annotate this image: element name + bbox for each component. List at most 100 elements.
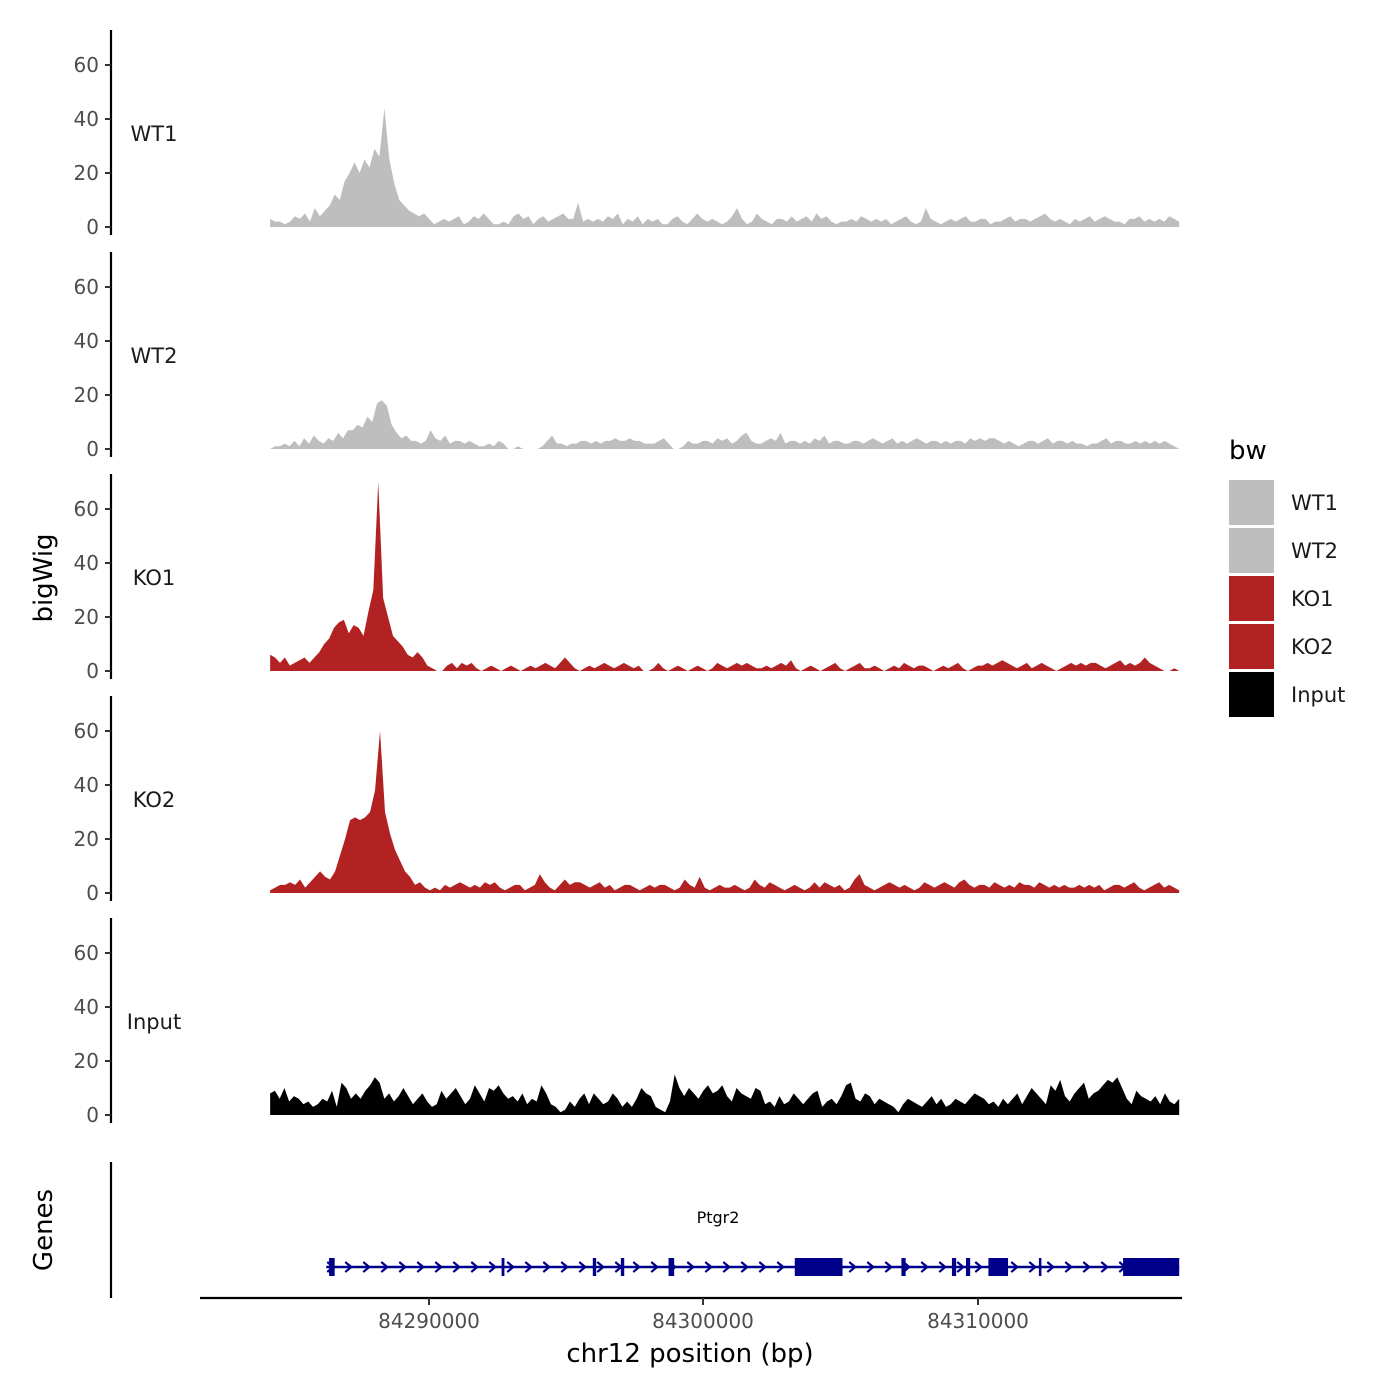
strand-arrow — [434, 1261, 443, 1273]
y-tick-label-input-60: 60 — [74, 941, 99, 965]
exon-8 — [951, 1258, 957, 1276]
legend-label-ko1: KO1 — [1291, 587, 1334, 611]
strand-arrow — [758, 1261, 767, 1273]
strand-arrow — [488, 1261, 497, 1273]
legend-label-ko2: KO2 — [1291, 635, 1334, 659]
legend-key-ko1 — [1229, 576, 1274, 621]
coverage-area-wt1 — [270, 108, 1180, 227]
strand-arrow — [974, 1261, 983, 1273]
exon-1 — [329, 1258, 335, 1276]
exon-11 — [1038, 1258, 1042, 1276]
y-tick-label-ko1-40: 40 — [74, 551, 99, 575]
y-tick-label-wt1-40: 40 — [74, 107, 99, 131]
strand-arrow — [344, 1261, 353, 1273]
strand-arrow — [1010, 1261, 1019, 1273]
strand-arrow — [848, 1261, 857, 1273]
y-tick-label-wt2-0: 0 — [86, 437, 99, 461]
x-tick-label-84300000: 84300000 — [652, 1309, 754, 1333]
exon-12 — [1123, 1258, 1180, 1276]
strand-arrow — [524, 1261, 533, 1273]
exon-4 — [620, 1258, 625, 1276]
y-tick-label-ko1-60: 60 — [74, 497, 99, 521]
y-tick-label-ko2-40: 40 — [74, 773, 99, 797]
coverage-area-ko1 — [270, 482, 1180, 671]
genes-axis-title: Genes — [29, 1189, 59, 1271]
gene-label-ptgr2: Ptgr2 — [697, 1208, 740, 1227]
strand-arrow — [740, 1261, 749, 1273]
track-label-ko1: KO1 — [133, 566, 176, 590]
y-tick-label-ko2-60: 60 — [74, 719, 99, 743]
legend-label-wt2: WT2 — [1291, 539, 1338, 563]
strand-arrow — [920, 1261, 929, 1273]
coverage-area-ko2 — [270, 731, 1180, 893]
legend-items: WT1 WT2 KO1 KO2 Input — [1229, 480, 1345, 717]
track-label-input: Input — [127, 1010, 181, 1034]
track-label-wt1: WT1 — [131, 122, 178, 146]
coverage-area-wt2 — [270, 400, 1180, 449]
strand-arrow — [416, 1261, 425, 1273]
y-tick-label-wt2-60: 60 — [74, 275, 99, 299]
strand-arrow — [956, 1261, 965, 1273]
exon-5 — [668, 1258, 675, 1276]
legend-key-input — [1229, 672, 1274, 717]
strand-arrow — [398, 1261, 407, 1273]
y-tick-label-wt2-40: 40 — [74, 329, 99, 353]
strand-arrow — [1082, 1261, 1091, 1273]
legend-title: bw — [1229, 436, 1267, 466]
strand-arrow — [686, 1261, 695, 1273]
y-tick-label-input-0: 0 — [86, 1103, 99, 1127]
y-tick-label-ko1-0: 0 — [86, 659, 99, 683]
y-tick-label-ko2-0: 0 — [86, 881, 99, 905]
strand-arrow — [506, 1261, 515, 1273]
y-tick-label-wt1-0: 0 — [86, 215, 99, 239]
exon-10 — [988, 1258, 1009, 1276]
legend-label-input: Input — [1291, 683, 1345, 707]
coverage-area-input — [270, 1074, 1180, 1115]
legend-key-wt1 — [1229, 480, 1274, 525]
strand-arrow — [1100, 1261, 1109, 1273]
legend: bw WT1 WT2 KO1 KO2 Input — [1229, 436, 1345, 717]
exon-2 — [501, 1258, 505, 1276]
strand-arrow — [452, 1261, 461, 1273]
exon-6 — [794, 1258, 843, 1276]
strand-arrow — [1046, 1261, 1055, 1273]
y-tick-label-ko1-20: 20 — [74, 605, 99, 629]
track-wt1: 0 20 40 60 WT1 — [74, 30, 1180, 239]
strand-arrow — [542, 1261, 551, 1273]
track-ko2: 0 20 40 60 KO2 — [74, 696, 1180, 905]
track-wt2: 0 20 40 60 WT2 — [74, 252, 1180, 461]
strand-arrow — [866, 1261, 875, 1273]
strand-arrow — [560, 1261, 569, 1273]
track-label-ko2: KO2 — [133, 788, 176, 812]
exon-7 — [901, 1258, 906, 1276]
strand-arrow — [722, 1261, 731, 1273]
gene-model-ptgr2 — [326, 1258, 1180, 1276]
coverage-tracks: 0 20 40 60 WT1 0 20 40 60 WT2 0 20 40 60 KO1 0 20 40 60 KO2… — [74, 30, 1180, 1127]
y-tick-label-ko2-20: 20 — [74, 827, 99, 851]
strand-arrow — [596, 1261, 605, 1273]
x-tick-label-84290000: 84290000 — [378, 1309, 480, 1333]
y-tick-label-input-20: 20 — [74, 1049, 99, 1073]
genes-panel: Genes Ptgr2 — [29, 1162, 1180, 1298]
strand-arrow — [632, 1261, 641, 1273]
strand-arrow — [650, 1261, 659, 1273]
strand-arrow — [1064, 1261, 1073, 1273]
legend-label-wt1: WT1 — [1291, 491, 1338, 515]
x-axis: 84290000 84300000 84310000 chr12 positio… — [200, 1296, 1182, 1369]
strand-arrow — [1028, 1261, 1037, 1273]
strand-arrow — [884, 1261, 893, 1273]
strand-arrow — [470, 1261, 479, 1273]
strand-arrow — [362, 1261, 371, 1273]
strand-arrow — [938, 1261, 947, 1273]
strand-arrow — [380, 1261, 389, 1273]
strand-arrow — [704, 1261, 713, 1273]
track-ko1: 0 20 40 60 KO1 — [74, 474, 1180, 683]
y-tick-label-wt2-20: 20 — [74, 383, 99, 407]
track-input: 0 20 40 60 Input — [74, 918, 1180, 1127]
exon-9 — [965, 1258, 971, 1276]
y-tick-label-wt1-60: 60 — [74, 53, 99, 77]
strand-arrow — [578, 1261, 587, 1273]
track-label-wt2: WT2 — [131, 344, 178, 368]
